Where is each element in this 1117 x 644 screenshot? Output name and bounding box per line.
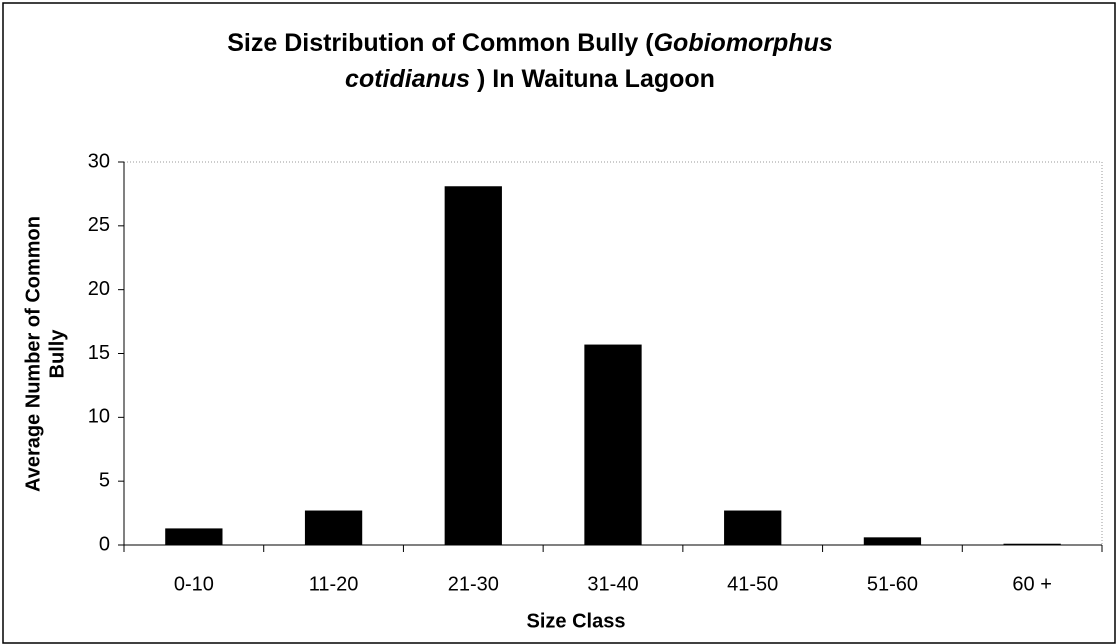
title-part: Size Distribution of Common Bully ( [227, 29, 654, 57]
y-axis-title: Bully [46, 329, 68, 379]
bar [1003, 543, 1061, 545]
x-axis-title: Size Class [527, 610, 626, 632]
y-tick-label: 10 [88, 406, 110, 428]
bar [304, 510, 363, 545]
title-part: Gobiomorphus [654, 29, 833, 57]
x-tick-label: 31-40 [587, 573, 638, 595]
plot-area [123, 161, 1103, 546]
y-tick-label: 5 [99, 469, 110, 491]
x-tick-label: 41-50 [727, 573, 778, 595]
x-tick-label: 21-30 [448, 573, 499, 595]
bar [863, 537, 922, 545]
chart-title: Size Distribution of Common Bully (Gobio… [227, 29, 833, 57]
bar [165, 528, 223, 545]
x-tick-label: 0-10 [174, 573, 214, 595]
bar [724, 510, 782, 545]
title-part: ) In Waituna Lagoon [470, 65, 715, 93]
bar [584, 344, 642, 545]
x-tick-label: 51-60 [867, 573, 918, 595]
y-axis-title: Average Number of Common [22, 216, 44, 492]
y-tick-label: 20 [88, 278, 110, 300]
title-part: cotidianus [345, 65, 470, 93]
chart-title: cotidianus ) In Waituna Lagoon [345, 65, 715, 93]
bar [444, 186, 502, 546]
y-tick-label: 30 [88, 150, 110, 172]
y-tick-label: 15 [88, 342, 110, 364]
x-tick-label: 60 + [1012, 573, 1051, 595]
y-tick-label: 0 [99, 533, 110, 555]
x-tick-label: 11-20 [309, 573, 359, 595]
y-tick-label: 25 [88, 214, 110, 236]
